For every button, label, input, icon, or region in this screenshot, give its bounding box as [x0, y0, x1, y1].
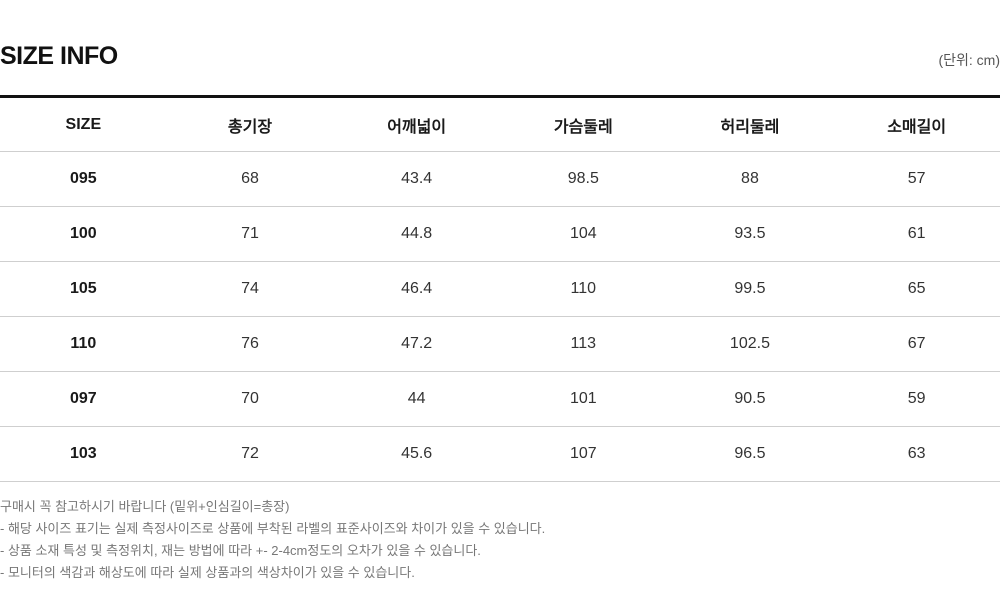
chest-cell: 113	[499, 316, 667, 372]
total-length-cell: 76	[166, 316, 334, 372]
table-row: 105 74 46.4 110 99.5 65	[0, 261, 1000, 317]
header-waist: 허리둘레	[666, 96, 834, 152]
shoulder-width-cell: 44.8	[333, 206, 500, 262]
table-row: 097 70 44 101 90.5 59	[0, 371, 1000, 427]
table-row: 110 76 47.2 113 102.5 67	[0, 316, 1000, 372]
waist-cell: 88	[666, 151, 834, 207]
size-cell: 095	[0, 151, 167, 207]
note-line: - 모니터의 색감과 해상도에 따라 실제 상품과의 색상차이가 있을 수 있습…	[0, 565, 415, 580]
total-length-cell: 71	[166, 206, 334, 262]
total-length-cell: 74	[166, 261, 334, 317]
shoulder-width-cell: 47.2	[333, 316, 500, 372]
table-row: 103 72 45.6 107 96.5 63	[0, 426, 1000, 482]
shoulder-width-cell: 46.4	[333, 261, 500, 317]
header-size: SIZE	[0, 96, 167, 152]
size-cell: 097	[0, 371, 167, 427]
waist-cell: 90.5	[666, 371, 834, 427]
header-sleeve-length: 소매길이	[833, 96, 1000, 152]
sleeve-length-cell: 61	[833, 206, 1000, 262]
shoulder-width-cell: 44	[333, 371, 500, 427]
note-line: - 상품 소재 특성 및 측정위치, 재는 방법에 따라 +- 2-4cm정도의…	[0, 543, 481, 558]
sleeve-length-cell: 65	[833, 261, 1000, 317]
size-cell: 100	[0, 206, 167, 262]
chest-cell: 98.5	[499, 151, 667, 207]
chest-cell: 101	[499, 371, 667, 427]
size-table: SIZE 총기장 어깨넓이 가슴둘레 허리둘레 소매길이 095 68 43.4…	[0, 95, 1000, 482]
sleeve-length-cell: 57	[833, 151, 1000, 207]
header-chest: 가슴둘레	[499, 96, 667, 152]
table-row: 095 68 43.4 98.5 88 57	[0, 151, 1000, 207]
total-length-cell: 72	[166, 426, 334, 482]
sleeve-length-cell: 63	[833, 426, 1000, 482]
shoulder-width-cell: 43.4	[333, 151, 500, 207]
header-shoulder-width: 어깨넓이	[333, 96, 500, 152]
waist-cell: 96.5	[666, 426, 834, 482]
shoulder-width-cell: 45.6	[333, 426, 500, 482]
unit-label: (단위: cm)	[938, 52, 1000, 68]
waist-cell: 93.5	[666, 206, 834, 262]
notes: 구매시 꼭 참고하시기 바랍니다 (밑위+인심길이=총장) - 해당 사이즈 표…	[0, 496, 545, 584]
table-row: 100 71 44.8 104 93.5 61	[0, 206, 1000, 262]
note-line: 구매시 꼭 참고하시기 바랍니다 (밑위+인심길이=총장)	[0, 499, 290, 514]
chest-cell: 104	[499, 206, 667, 262]
waist-cell: 99.5	[666, 261, 834, 317]
chest-cell: 110	[499, 261, 667, 317]
total-length-cell: 68	[166, 151, 334, 207]
size-cell: 110	[0, 316, 167, 372]
size-cell: 105	[0, 261, 167, 317]
page-title: SIZE INFO	[0, 42, 118, 70]
total-length-cell: 70	[166, 371, 334, 427]
table-header-row: SIZE 총기장 어깨넓이 가슴둘레 허리둘레 소매길이	[0, 96, 1000, 152]
chest-cell: 107	[499, 426, 667, 482]
sleeve-length-cell: 67	[833, 316, 1000, 372]
waist-cell: 102.5	[666, 316, 834, 372]
size-cell: 103	[0, 426, 167, 482]
header-total-length: 총기장	[166, 96, 334, 152]
note-line: - 해당 사이즈 표기는 실제 측정사이즈로 상품에 부착된 라벨의 표준사이즈…	[0, 521, 546, 536]
sleeve-length-cell: 59	[833, 371, 1000, 427]
